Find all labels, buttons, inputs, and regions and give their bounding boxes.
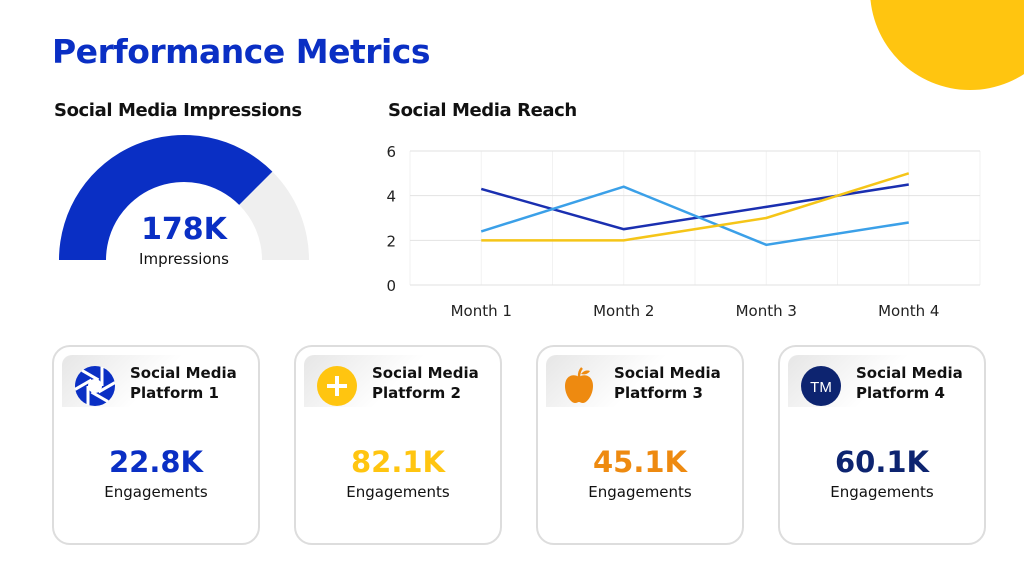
card-title-line1: Social Media	[372, 364, 479, 382]
card-value: 45.1K	[592, 445, 688, 479]
platform-card-4: TM Social Media Platform 4 60.1K Engageme…	[778, 345, 986, 545]
x-tick-label: Month 4	[878, 302, 939, 320]
card-title-line1: Social Media	[856, 364, 963, 382]
impressions-value: 178K	[141, 212, 227, 247]
gauge-fill	[59, 135, 273, 260]
x-tick-label: Month 3	[736, 302, 797, 320]
card-label: Engagements	[346, 483, 450, 501]
platform-card-2: Social Media Platform 2 82.1K Engagements	[294, 345, 502, 545]
card-label: Engagements	[830, 483, 934, 501]
card-title-line1: Social Media	[614, 364, 721, 382]
page-title: Performance Metrics	[52, 32, 431, 71]
platform-card-3: Social Media Platform 3 45.1K Engagements	[536, 345, 744, 545]
y-tick-label: 6	[386, 143, 396, 161]
card-label: Engagements	[588, 483, 692, 501]
x-tick-label: Month 2	[593, 302, 654, 320]
card-title-line2: Platform 2	[372, 384, 461, 402]
impressions-heading: Social Media Impressions	[54, 100, 302, 121]
apple-icon	[558, 365, 600, 407]
card-title: Social Media Platform 1	[130, 363, 237, 403]
decorative-circle	[870, 0, 1024, 90]
card-title: Social Media Platform 4	[856, 363, 963, 403]
card-title-line1: Social Media	[130, 364, 237, 382]
aperture-icon	[74, 365, 116, 407]
card-value: 60.1K	[834, 445, 930, 479]
plus-circle-icon	[316, 365, 358, 407]
impressions-gauge	[59, 135, 309, 260]
card-title-line2: Platform 3	[614, 384, 703, 402]
chart-title: Social Media Reach	[388, 100, 577, 121]
y-tick-label: 2	[386, 232, 396, 250]
card-title: Social Media Platform 3	[614, 363, 721, 403]
reach-line-chart: 0 2 4 6 Month 1 Month 2 Month 3 Month 4	[386, 143, 981, 320]
card-title-line2: Platform 4	[856, 384, 945, 402]
card-title: Social Media Platform 2	[372, 363, 479, 403]
card-value: 82.1K	[350, 445, 446, 479]
y-tick-label: 4	[386, 188, 396, 206]
impressions-label: Impressions	[139, 250, 229, 268]
card-title-line2: Platform 1	[130, 384, 219, 402]
card-label: Engagements	[104, 483, 208, 501]
platform-card-1: Social Media Platform 1 22.8K Engagements	[52, 345, 260, 545]
card-value: 22.8K	[108, 445, 204, 479]
series-line-3	[481, 172, 910, 242]
svg-text:TM: TM	[810, 379, 832, 396]
x-tick-label: Month 1	[451, 302, 512, 320]
y-tick-label: 0	[386, 277, 396, 295]
tm-icon: TM	[800, 365, 842, 407]
series-line-2	[480, 185, 909, 247]
